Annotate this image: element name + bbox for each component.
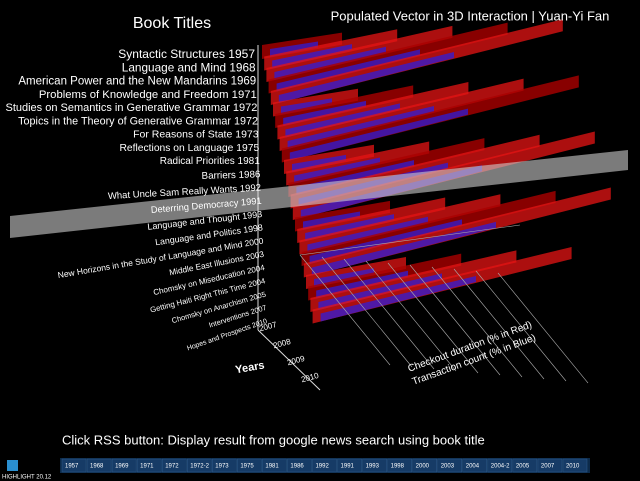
year-button-label: 2005 — [516, 464, 530, 470]
toolbar: 1957 1968 1969 1971 1972 1972-2 1973 1975 1981 19… — [60, 458, 590, 473]
blue-bar — [289, 108, 468, 161]
year-button-label: 1992 — [315, 464, 329, 470]
book-title[interactable]: Radical Priorities 1981 — [160, 156, 260, 167]
year-button-label: 2007 — [541, 464, 555, 470]
depth-line — [453, 268, 545, 380]
year-button[interactable] — [387, 458, 412, 473]
book-title[interactable]: Syntactic Structures 1957 — [118, 47, 255, 61]
year-button-label: 2004 — [466, 464, 480, 470]
header-title: Populated Vector in 3D Interaction | Yua… — [331, 8, 610, 23]
year-button[interactable] — [412, 458, 437, 473]
book-title[interactable]: Studies on Semantics in Generative Gramm… — [5, 102, 257, 114]
depth-line — [321, 256, 413, 368]
year-button-label: 1973 — [215, 464, 229, 470]
highlight-button[interactable] — [7, 460, 18, 471]
year-button[interactable] — [487, 458, 513, 473]
year-button[interactable] — [362, 458, 387, 473]
year-button-label: 1993 — [366, 464, 380, 470]
axis-line — [257, 329, 321, 391]
year-button[interactable] — [462, 458, 488, 473]
year-button-label: 1969 — [115, 464, 129, 470]
depth-line — [497, 272, 589, 384]
book-title[interactable]: Barriers 1986 — [201, 169, 261, 182]
year-button-label: 2003 — [441, 464, 455, 470]
book-title[interactable]: American Power and the New Mandarins 196… — [18, 76, 256, 88]
book-title[interactable]: Problems of Knowledge and Freedom 1971 — [39, 89, 257, 101]
year-button-label: 2004-2 — [491, 464, 510, 470]
blue-bar — [278, 51, 454, 103]
depth-line — [409, 264, 501, 376]
depth-line — [365, 260, 457, 372]
year-button-label: 2010 — [566, 464, 580, 470]
status: HIGHLIGHT 20.12 — [2, 475, 52, 481]
year-button-label: 2000 — [416, 464, 430, 470]
depth-line — [343, 258, 435, 370]
year-button[interactable] — [111, 458, 137, 473]
year-button-label: 1975 — [240, 464, 254, 470]
year-button-label: 1972 — [165, 464, 179, 470]
year-button[interactable] — [287, 458, 312, 473]
year-button[interactable] — [61, 458, 87, 473]
book-title[interactable]: For Reasons of State 1973 — [133, 129, 259, 141]
panel-title: Book Titles — [133, 15, 211, 32]
highlight-band — [10, 150, 628, 238]
year-button-label: 1971 — [140, 464, 154, 470]
year-button[interactable] — [512, 458, 538, 473]
year-button[interactable] — [537, 458, 563, 473]
depth-line — [299, 224, 521, 256]
book-title[interactable]: Topics in the Theory of Generative Gramm… — [18, 115, 258, 127]
blue-bar — [320, 275, 476, 322]
instruction: Click RSS button: Display result from go… — [62, 432, 485, 447]
year-button-label: 1968 — [90, 464, 104, 470]
depth-line — [431, 266, 523, 378]
year-button[interactable] — [161, 458, 187, 473]
year-button[interactable] — [237, 458, 262, 473]
year-button[interactable] — [312, 458, 337, 473]
year-button-label: 1981 — [265, 464, 279, 470]
year-button-label: 1991 — [341, 464, 355, 470]
year-button[interactable] — [212, 458, 237, 473]
year-button[interactable] — [186, 458, 212, 473]
year-button[interactable] — [337, 458, 362, 473]
year-button[interactable] — [437, 458, 463, 473]
year-button[interactable] — [136, 458, 162, 473]
depth-line — [299, 254, 391, 366]
book-title[interactable]: Language and Mind 1968 — [122, 60, 256, 74]
book-title[interactable]: Reflections on Language 1975 — [119, 143, 259, 154]
year-button-label: 1957 — [65, 464, 79, 470]
year-button-label: 1998 — [391, 464, 405, 470]
year-button-label: 1986 — [290, 464, 304, 470]
year-button[interactable] — [262, 458, 287, 473]
depth-line — [387, 262, 479, 374]
year-button[interactable] — [562, 458, 588, 473]
years-label: Years — [234, 359, 265, 376]
year-button[interactable] — [86, 458, 112, 473]
blue-bar — [311, 221, 496, 276]
depth-line — [475, 270, 567, 382]
bars-3d — [262, 19, 611, 384]
year-button-label: 1972-2 — [190, 464, 209, 470]
